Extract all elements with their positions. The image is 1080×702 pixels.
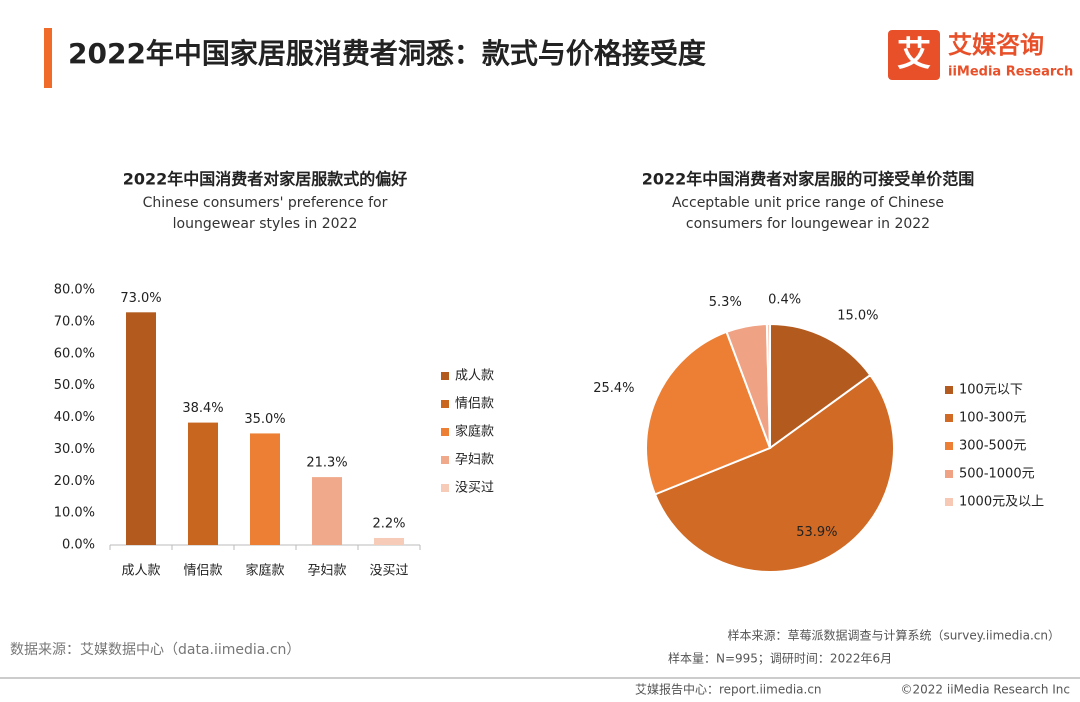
sample-source: 样本来源：草莓派数据调查与计算系统（survey.iimedia.cn）	[727, 628, 1060, 643]
bar	[374, 537, 404, 545]
legend-swatch	[441, 484, 449, 492]
legend-swatch	[441, 372, 449, 380]
y-tick-label: 40.0%	[54, 410, 95, 425]
legend-swatch	[945, 442, 953, 450]
x-tick-label: 孕妇款	[307, 563, 346, 579]
chart-subtitle: Chinese consumers' preference for	[143, 195, 388, 211]
chart-subtitle: loungewear styles in 2022	[173, 216, 358, 232]
value-label: 53.9%	[796, 525, 837, 540]
logo-en: iiMedia Research	[948, 65, 1073, 80]
legend-label: 100-300元	[959, 411, 1026, 426]
logo-box	[888, 30, 940, 80]
value-label: 15.0%	[837, 309, 878, 324]
value-label: 2.2%	[372, 516, 405, 531]
value-label: 38.4%	[182, 401, 223, 416]
legend-swatch	[441, 456, 449, 464]
logo-cn: 艾媒咨询	[948, 31, 1044, 59]
chart-subtitle: consumers for loungewear in 2022	[686, 216, 930, 232]
value-label: 5.3%	[709, 295, 742, 310]
value-label: 73.0%	[120, 291, 161, 306]
logo-mark: 艾	[897, 35, 931, 75]
legend-swatch	[441, 400, 449, 408]
legend-swatch	[945, 414, 953, 422]
chart-title: 2022年中国消费者对家居服款式的偏好	[123, 170, 408, 189]
bar	[188, 422, 218, 545]
x-tick-label: 没买过	[369, 564, 408, 579]
pie-slice	[769, 322, 872, 450]
x-tick-label: 家庭款	[245, 563, 284, 579]
legend-label: 100元以下	[959, 383, 1023, 398]
copyright: ©2022 iiMedia Research Inc	[901, 683, 1070, 697]
value-label: 21.3%	[306, 456, 347, 471]
y-tick-label: 30.0%	[54, 442, 95, 457]
value-label: 25.4%	[593, 381, 634, 396]
legend-label: 没买过	[455, 481, 494, 496]
legend-label: 300-500元	[959, 439, 1026, 454]
legend-label: 500-1000元	[959, 467, 1035, 482]
sample-size: 样本量：N=995；调研时间：2022年6月	[668, 651, 892, 666]
legend-swatch	[945, 498, 953, 506]
bar	[312, 477, 342, 545]
y-tick-label: 50.0%	[54, 378, 95, 393]
y-tick-label: 10.0%	[54, 506, 95, 521]
pie-slice	[645, 330, 772, 496]
legend-label: 情侣款	[455, 397, 494, 412]
page-title: 2022年中国家居服消费者洞悉：款式与价格接受度	[68, 37, 706, 70]
title-accent	[44, 28, 52, 88]
x-tick-label: 情侣款	[183, 564, 222, 579]
value-label: 35.0%	[244, 412, 285, 427]
y-tick-label: 70.0%	[54, 314, 95, 329]
pie-slice	[653, 373, 895, 573]
y-tick-label: 20.0%	[54, 474, 95, 489]
chart-title: 2022年中国消费者对家居服的可接受单价范围	[642, 170, 975, 189]
legend-label: 1000元及以上	[959, 495, 1044, 510]
bar	[126, 312, 156, 545]
value-label: 0.4%	[768, 293, 801, 308]
y-tick-label: 60.0%	[54, 346, 95, 361]
source: 数据来源：艾媒数据中心（data.iimedia.cn）	[10, 642, 300, 658]
legend-swatch	[441, 428, 449, 436]
legend-swatch	[945, 470, 953, 478]
pie-slice	[765, 322, 771, 449]
y-tick-label: 0.0%	[62, 538, 95, 553]
legend-label: 成人款	[455, 369, 494, 384]
x-tick-label: 成人款	[121, 564, 160, 579]
chart-subtitle: Acceptable unit price range of Chinese	[672, 195, 944, 211]
y-tick-label: 80.0%	[54, 283, 95, 298]
bar	[250, 433, 280, 545]
legend-swatch	[945, 386, 953, 394]
report-center: 艾媒报告中心：report.iimedia.cn	[635, 682, 822, 697]
legend-label: 家庭款	[455, 424, 494, 440]
legend-label: 孕妇款	[455, 452, 494, 468]
